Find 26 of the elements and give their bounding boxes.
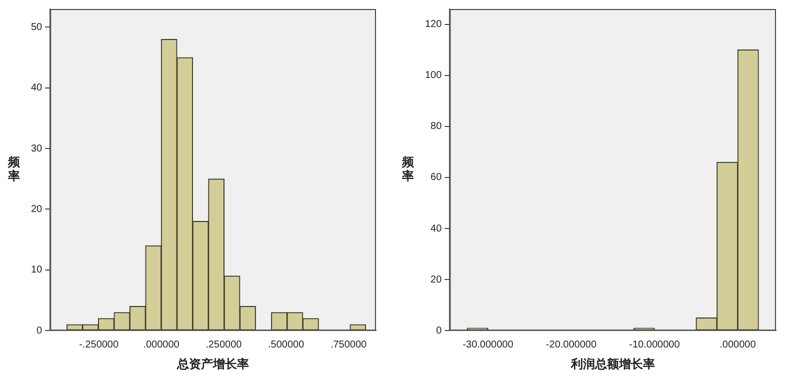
- y-tick-label: 20: [430, 274, 442, 286]
- x-tick-label: .000000: [143, 339, 180, 350]
- x-tick-label: -.250000: [79, 339, 119, 350]
- y-tick-label: 30: [31, 143, 43, 154]
- x-tick-label: .000000: [720, 339, 756, 350]
- x-tick-label: -20.000000: [546, 339, 597, 350]
- y-tick-label: 10: [31, 264, 43, 276]
- x-axis-title: 总资产增长率: [176, 356, 250, 371]
- x-tick-label: .750000: [330, 339, 368, 350]
- x-tick-label: -30.000000: [462, 339, 514, 350]
- y-tick-label: 50: [31, 22, 43, 33]
- y-tick-label: 80: [430, 121, 442, 132]
- y-tick-label: 40: [31, 82, 43, 94]
- y-tick-label: 120: [424, 19, 442, 30]
- y-tick-label: 0: [436, 325, 442, 336]
- y-tick-label: 100: [424, 70, 442, 82]
- x-axis-title: 利润总额增长率: [570, 356, 655, 371]
- y-tick-label: 40: [430, 223, 442, 234]
- x-tick-label: .500000: [268, 339, 305, 350]
- y-tick-label: 20: [31, 204, 43, 215]
- x-tick-label: .250000: [206, 339, 242, 350]
- y-axis-title: 频率: [401, 154, 415, 183]
- y-tick-label: 0: [36, 325, 43, 336]
- y-tick-label: 60: [430, 172, 442, 184]
- x-tick-label: -10.000000: [629, 339, 680, 350]
- y-axis-title: 频率: [7, 154, 21, 183]
